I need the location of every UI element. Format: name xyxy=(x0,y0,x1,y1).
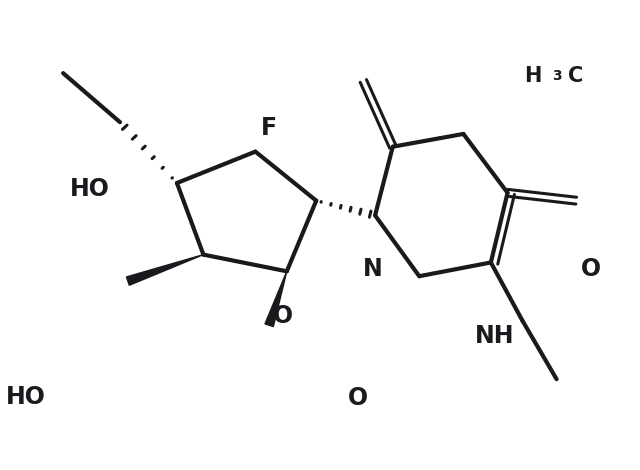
Text: HO: HO xyxy=(6,385,45,409)
Text: O: O xyxy=(348,386,369,410)
Text: HO: HO xyxy=(70,177,110,201)
Text: C: C xyxy=(568,66,584,86)
Polygon shape xyxy=(265,271,287,327)
Polygon shape xyxy=(127,255,204,285)
Text: O: O xyxy=(273,305,293,329)
Text: O: O xyxy=(581,258,601,282)
Text: N: N xyxy=(364,257,383,281)
Text: 3: 3 xyxy=(552,69,561,83)
Text: NH: NH xyxy=(475,324,515,348)
Text: F: F xyxy=(261,116,277,140)
Text: H: H xyxy=(525,66,542,86)
